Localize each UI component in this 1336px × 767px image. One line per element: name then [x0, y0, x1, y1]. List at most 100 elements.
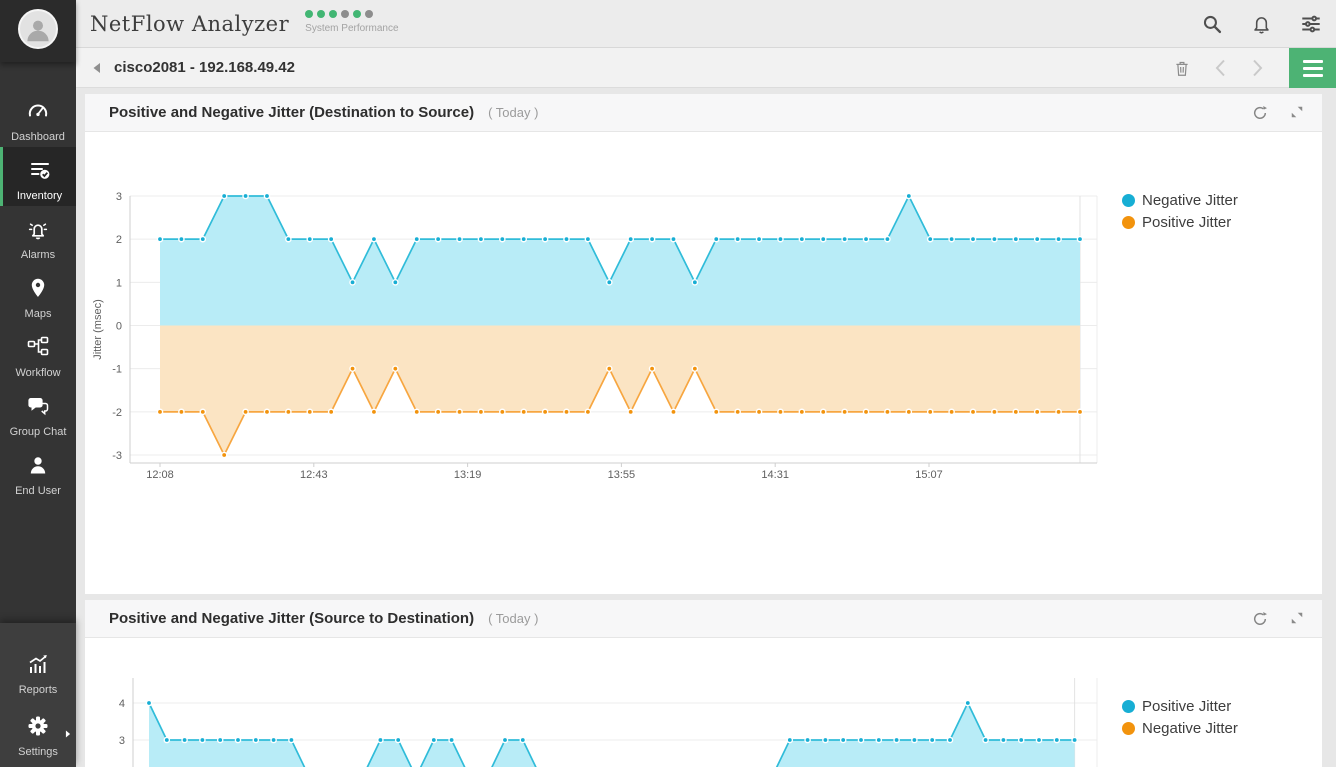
svg-text:-1: -1 [112, 364, 122, 376]
top-right-icons [1201, 0, 1322, 48]
chevron-right-icon[interactable] [1252, 59, 1263, 77]
sidebar-item-label: Alarms [20, 249, 56, 261]
legend-item[interactable]: Negative Jitter [1122, 189, 1238, 211]
status-subtitle: System Performance [305, 22, 399, 34]
legend-item[interactable]: Positive Jitter [1122, 211, 1238, 233]
chart-title: Positive and Negative Jitter (Source to … [109, 610, 475, 627]
refresh-icon[interactable] [1252, 105, 1268, 121]
chart-time-range: ( Today ) [488, 105, 539, 120]
legend-dot [1122, 699, 1135, 713]
sidebar-item-label: Dashboard [11, 131, 65, 143]
svg-text:13:19: 13:19 [454, 469, 482, 481]
sidebar-item-maps[interactable]: Maps [0, 265, 76, 324]
sidebar-bottom: Reports Settings [0, 623, 76, 767]
user-avatar-block[interactable] [0, 0, 76, 62]
chart-legend: Negative Jitter Positive Jitter [1122, 189, 1238, 233]
svg-text:3: 3 [116, 191, 122, 203]
map-pin-icon [31, 278, 45, 297]
sliders-settings-icon[interactable] [1300, 13, 1322, 35]
svg-text:12:08: 12:08 [146, 469, 174, 481]
chart-card-source-to-dest: Positive and Negative Jitter (Source to … [85, 600, 1322, 767]
svg-text:15:07: 15:07 [915, 469, 943, 481]
app-title: NetFlow Analyzer [90, 11, 290, 36]
status-dot [329, 9, 338, 18]
sidebar-item-workflow[interactable]: Workflow [0, 324, 76, 383]
submenu-arrow-icon [65, 730, 71, 738]
sidebar-item-label: Reports [18, 684, 58, 696]
legend-label: Negative Jitter [1142, 191, 1238, 209]
svg-text:1: 1 [116, 277, 122, 289]
expand-icon[interactable] [1290, 105, 1304, 121]
sidebar-item-label: Maps [24, 308, 52, 320]
sidebar: Dashboard Inventory [0, 0, 76, 767]
status-dot [305, 9, 314, 18]
notifications-bell-icon[interactable] [1251, 13, 1272, 35]
chart-header-icons [1252, 611, 1304, 627]
svg-text:2: 2 [116, 234, 122, 246]
sidebar-item-label: Group Chat [9, 426, 67, 438]
svg-text:4: 4 [119, 698, 125, 710]
person-icon [27, 20, 49, 42]
svg-text:12:43: 12:43 [300, 469, 328, 481]
svg-text:14:31: 14:31 [761, 469, 789, 481]
expand-icon[interactable] [1290, 611, 1304, 627]
chart-time-range: ( Today ) [488, 611, 539, 626]
chart-title: Positive and Negative Jitter (Destinatio… [109, 104, 475, 121]
legend-item[interactable]: Negative Jitter [1122, 717, 1238, 739]
legend-dot [1122, 721, 1135, 735]
sidebar-item-settings[interactable]: Settings [0, 703, 76, 765]
svg-text:-2: -2 [112, 407, 122, 419]
legend-dot [1122, 215, 1135, 229]
jitter-chart-dest-to-source: 12:08 12:43 13:19 13:55 14:31 15:07 3 2 1 0 -1 -2 -3… [92, 191, 1098, 481]
workflow-icon [27, 336, 49, 356]
main-area: NetFlow Analyzer System Performance [76, 0, 1336, 767]
inventory-list-check-icon [30, 163, 49, 179]
chart-body: 12:08 12:43 13:19 13:55 14:31 15:07 3 2 1 0 -1 -2 -3… [85, 132, 1322, 594]
sidebar-item-dashboard[interactable]: Dashboard [0, 88, 76, 147]
brand: NetFlow Analyzer System Performance [76, 1, 399, 47]
hamburger-menu-button[interactable] [1289, 48, 1336, 88]
svg-text:3: 3 [119, 735, 125, 747]
device-title: cisco2081 - 192.168.49.42 [114, 59, 295, 76]
svg-text:Jitter (msec): Jitter (msec) [92, 299, 104, 360]
back-arrow-icon[interactable] [92, 62, 101, 74]
chart-header-icons [1252, 105, 1304, 121]
avatar[interactable] [18, 9, 58, 49]
search-icon[interactable] [1201, 13, 1223, 35]
chart-card-header: Positive and Negative Jitter (Source to … [85, 600, 1322, 638]
breadcrumb-actions [1173, 48, 1336, 88]
svg-text:0: 0 [116, 321, 122, 333]
chart-card-dest-to-source: Positive and Negative Jitter (Destinatio… [85, 94, 1322, 594]
chart-card-header: Positive and Negative Jitter (Destinatio… [85, 94, 1322, 132]
sidebar-item-alarms[interactable]: Alarms [0, 206, 76, 265]
bar-chart-icon [29, 655, 47, 673]
jitter-chart-source-to-dest: 43 [119, 678, 1098, 767]
svg-text:-3: -3 [112, 450, 122, 462]
sidebar-item-label: Workflow [15, 367, 61, 379]
status-dot [353, 9, 362, 18]
gear-icon [28, 716, 48, 736]
legend-label: Negative Jitter [1142, 719, 1238, 737]
legend-label: Positive Jitter [1142, 697, 1232, 715]
status-dot [341, 9, 350, 18]
sidebar-item-reports[interactable]: Reports [0, 641, 76, 703]
gauge-icon [28, 104, 48, 117]
refresh-icon[interactable] [1252, 611, 1268, 627]
chevron-left-icon[interactable] [1215, 59, 1226, 77]
sidebar-item-end-user[interactable]: End User [0, 442, 76, 501]
status-dots [305, 9, 398, 18]
sidebar-item-label: Settings [18, 746, 58, 758]
status-dot [317, 9, 326, 18]
content-area: Positive and Negative Jitter (Destinatio… [76, 88, 1336, 767]
top-header: NetFlow Analyzer System Performance [76, 0, 1336, 48]
sidebar-item-inventory[interactable]: Inventory [0, 147, 76, 206]
legend-item[interactable]: Positive Jitter [1122, 695, 1238, 717]
system-performance-status: System Performance [305, 1, 399, 36]
trash-icon[interactable] [1173, 59, 1191, 78]
sidebar-item-group-chat[interactable]: Group Chat [0, 383, 76, 442]
legend-label: Positive Jitter [1142, 213, 1232, 231]
legend-dot [1122, 193, 1135, 207]
alarm-bell-icon [28, 223, 48, 240]
